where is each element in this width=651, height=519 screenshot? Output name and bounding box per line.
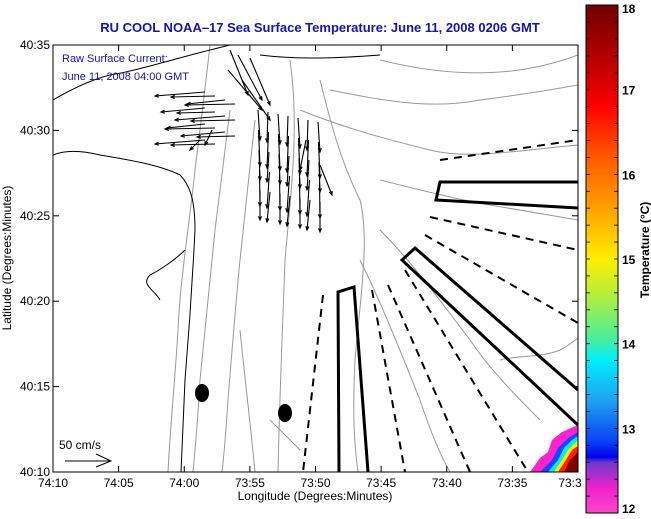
current-vector bbox=[173, 115, 226, 122]
station-marker-1 bbox=[195, 384, 209, 402]
current-vector bbox=[153, 91, 206, 98]
current-vector bbox=[163, 126, 216, 131]
x-tick-label: 73:55 bbox=[235, 476, 265, 490]
y-tick-label: 40:30 bbox=[20, 123, 50, 137]
current-vector bbox=[179, 131, 226, 138]
sst-patch-darkred bbox=[564, 452, 578, 472]
colorbar-tick-label: 12 bbox=[622, 502, 636, 516]
x-axis-title: Longitude (Degrees:Minutes) bbox=[238, 489, 393, 503]
current-vector bbox=[237, 54, 263, 102]
colorbar-tick-label: 18 bbox=[622, 2, 636, 16]
scale-label: 50 cm/s bbox=[59, 438, 101, 452]
current-vector bbox=[169, 94, 216, 99]
y-tick-label: 40:10 bbox=[20, 465, 50, 479]
x-tick-label: 74:00 bbox=[169, 476, 199, 490]
current-vector bbox=[277, 194, 283, 226]
chart-title: RU COOL NOAA–17 Sea Surface Temperature:… bbox=[100, 20, 540, 35]
y-axis-title: Latitude (Degrees:Minutes) bbox=[0, 186, 14, 331]
x-tick-label: 73:35 bbox=[497, 476, 527, 490]
coastline bbox=[53, 45, 381, 472]
station-marker-2 bbox=[278, 404, 292, 422]
scale-arrow-icon bbox=[65, 453, 113, 468]
current-vector bbox=[189, 118, 236, 123]
current-vector bbox=[249, 57, 271, 107]
x-tick-label: 73:40 bbox=[432, 476, 462, 490]
current-vector bbox=[189, 139, 201, 151]
colorbar-ticks: 18 17 16 15 14 13 12 bbox=[586, 2, 636, 516]
y-tick-label: 40:35 bbox=[20, 38, 50, 52]
map-content bbox=[53, 45, 578, 472]
x-tick-label: 73:50 bbox=[300, 476, 330, 490]
y-tick-label: 40:20 bbox=[20, 294, 50, 308]
current-vector bbox=[305, 199, 311, 232]
x-tick-label: 74:10 bbox=[38, 476, 68, 490]
bathymetry-contours bbox=[167, 45, 578, 472]
y-tick-label: 40:25 bbox=[20, 209, 50, 223]
current-vector bbox=[265, 151, 270, 184]
colorbar-tick-label: 17 bbox=[622, 84, 636, 98]
plot-frame bbox=[52, 44, 579, 473]
current-vector bbox=[285, 195, 291, 228]
current-vector bbox=[169, 142, 216, 147]
colorbar bbox=[585, 4, 619, 514]
solid-boundaries bbox=[336, 180, 578, 472]
colorbar-tick-label: 15 bbox=[622, 253, 636, 267]
x-tick-label: 73:45 bbox=[366, 476, 396, 490]
x-tick-label: 73:3 bbox=[558, 476, 582, 490]
colorbar-tick-label: 14 bbox=[622, 338, 636, 352]
current-vector bbox=[305, 159, 310, 192]
current-vector bbox=[153, 139, 206, 146]
x-axis: 74:10 74:05 74:00 73:55 73:50 73:45 73:40 73:35… bbox=[38, 45, 582, 490]
y-axis: 40:35 40:30 40:25 40:20 40:15 40:10 bbox=[20, 38, 578, 479]
current-vector bbox=[241, 79, 271, 122]
current-vector bbox=[257, 190, 263, 222]
current-vectors bbox=[153, 49, 333, 234]
current-vector bbox=[317, 202, 323, 234]
annotation-line-1: Raw Surface Current: bbox=[62, 53, 168, 65]
current-vector bbox=[183, 102, 236, 107]
y-tick-label: 40:15 bbox=[20, 380, 50, 394]
dashed-boundaries bbox=[302, 139, 578, 472]
x-tick-label: 74:05 bbox=[104, 476, 134, 490]
current-vector bbox=[265, 191, 271, 224]
current-vector bbox=[298, 139, 307, 172]
colorbar-title: Temperature (°C) bbox=[638, 202, 651, 299]
current-vector bbox=[297, 198, 303, 230]
annotation-line-2: June 11, 2008 04:00 GMT bbox=[62, 71, 189, 83]
colorbar-tick-label: 16 bbox=[622, 168, 636, 182]
colorbar-tick-label: 13 bbox=[622, 422, 636, 436]
current-vector bbox=[229, 49, 249, 97]
current-vector bbox=[175, 110, 216, 115]
current-vector bbox=[195, 134, 236, 139]
current-vector bbox=[204, 129, 213, 147]
current-vector bbox=[285, 155, 290, 188]
current-vector bbox=[319, 164, 333, 197]
current-vector bbox=[159, 107, 206, 114]
